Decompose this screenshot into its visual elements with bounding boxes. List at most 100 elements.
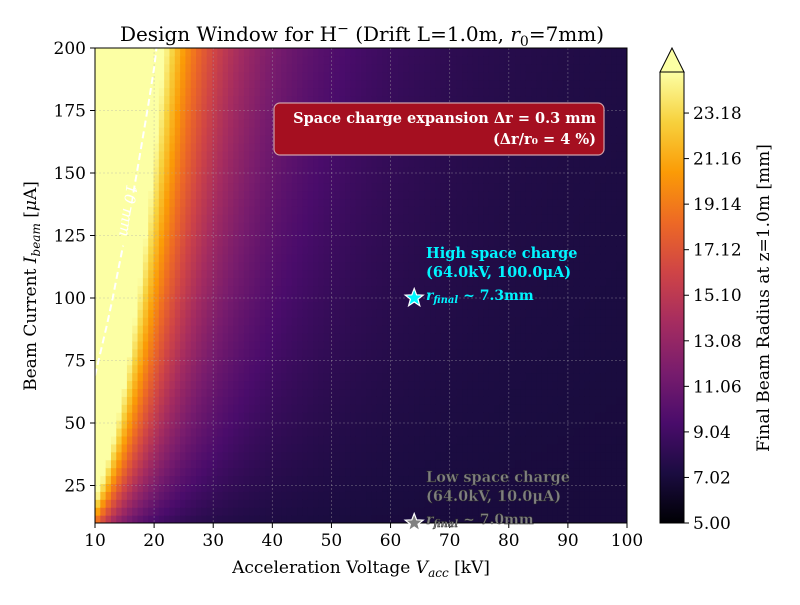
heatmap-cell <box>286 95 293 105</box>
heatmap-cell <box>222 269 229 279</box>
heatmap-cell <box>467 269 474 279</box>
heatmap-cell <box>494 380 500 390</box>
heatmap-cell <box>148 356 155 366</box>
heatmap-cell <box>483 483 490 492</box>
heatmap-cell <box>451 333 458 342</box>
heatmap-cell <box>158 261 165 271</box>
heatmap-cell <box>222 63 229 73</box>
heatmap-cell <box>254 253 261 263</box>
heatmap-cell <box>254 111 261 120</box>
heatmap-cell <box>371 309 378 318</box>
heatmap-cell <box>350 364 357 374</box>
heatmap-cell <box>265 222 272 231</box>
heatmap-cell <box>238 261 245 271</box>
heatmap-cell <box>217 451 224 461</box>
heatmap-cell <box>318 253 325 263</box>
heatmap-cell <box>270 475 277 485</box>
heatmap-cell <box>110 261 117 271</box>
heatmap-cell <box>142 190 149 200</box>
heatmap-cell <box>403 515 410 523</box>
heatmap-cell <box>180 119 187 128</box>
heatmap-cell <box>424 245 431 255</box>
heatmap-cell <box>265 459 272 469</box>
heatmap-cell <box>281 317 288 326</box>
heatmap-cell <box>472 158 479 168</box>
heatmap-cell <box>275 380 282 390</box>
heatmap-cell <box>185 277 192 287</box>
heatmap-cell <box>116 143 123 152</box>
heatmap-cell <box>217 190 224 200</box>
heatmap-cell <box>243 285 250 295</box>
heatmap-cell <box>196 182 202 192</box>
heatmap-cell <box>446 222 453 231</box>
heatmap-cell <box>153 230 160 239</box>
heatmap-cell <box>488 206 495 215</box>
heatmap-cell <box>228 79 234 89</box>
heatmap-cell <box>329 48 335 57</box>
heatmap-cell <box>403 356 410 366</box>
heatmap-cell <box>462 491 468 500</box>
heatmap-cell <box>180 428 187 437</box>
heatmap-cell <box>504 55 511 65</box>
heatmap-cell <box>243 55 250 65</box>
heatmap-cell <box>339 190 346 200</box>
heatmap-cell <box>302 95 309 105</box>
heatmap-cell <box>206 63 213 73</box>
heatmap-cell <box>259 79 266 89</box>
heatmap-cell <box>148 333 155 342</box>
heatmap-cell <box>185 483 192 492</box>
heatmap-cell <box>259 499 266 508</box>
heatmap-cell <box>142 515 149 523</box>
heatmap-cell <box>270 55 277 65</box>
heatmap-cell <box>509 356 516 366</box>
heatmap-cell <box>472 348 479 358</box>
heatmap-cell <box>307 404 314 413</box>
heatmap-cell <box>403 87 410 97</box>
heatmap-cell <box>254 325 261 334</box>
heatmap-cell <box>323 428 330 437</box>
heatmap-cell <box>488 380 495 390</box>
heatmap-cell <box>451 404 458 413</box>
heatmap-cell <box>238 491 245 500</box>
heatmap-cell <box>419 317 426 326</box>
heatmap-cell <box>95 483 101 492</box>
heatmap-cell <box>398 451 405 461</box>
heatmap-cell <box>105 435 112 445</box>
heatmap-cell <box>121 317 128 326</box>
heatmap-cell <box>345 198 351 207</box>
heatmap-cell <box>174 261 181 271</box>
heatmap-cell <box>95 190 101 200</box>
heatmap-cell <box>180 182 187 192</box>
heatmap-cell <box>180 507 187 516</box>
heatmap-cell <box>212 396 218 405</box>
heatmap-cell <box>408 230 415 239</box>
heatmap-cell <box>158 214 165 223</box>
heatmap-cell <box>387 467 394 477</box>
heatmap-cell <box>435 388 442 397</box>
heatmap-cell <box>233 87 240 97</box>
heatmap-cell <box>259 388 266 397</box>
heatmap-cell <box>323 261 330 271</box>
heatmap-cell <box>451 174 458 184</box>
heatmap-cell <box>148 269 155 279</box>
heatmap-cell <box>105 491 112 500</box>
heatmap-cell <box>190 285 197 295</box>
heatmap-cell <box>153 55 160 65</box>
heatmap-cell <box>201 206 208 215</box>
heatmap-cell <box>142 325 149 334</box>
heatmap-cell <box>222 515 229 523</box>
heatmap-cell <box>398 222 405 231</box>
heatmap-cell <box>366 166 373 176</box>
heatmap-cell <box>196 253 202 263</box>
heatmap-cell <box>371 404 378 413</box>
heatmap-cell <box>435 515 442 523</box>
heatmap-cell <box>153 261 160 271</box>
heatmap-cell <box>509 372 516 382</box>
heatmap-cell <box>483 475 490 485</box>
heatmap-cell <box>515 499 522 508</box>
heatmap-cell <box>531 348 538 358</box>
heatmap-cell <box>376 301 383 310</box>
heatmap-cell <box>376 79 383 89</box>
heatmap-cell <box>164 475 171 485</box>
heatmap-cell <box>329 79 335 89</box>
